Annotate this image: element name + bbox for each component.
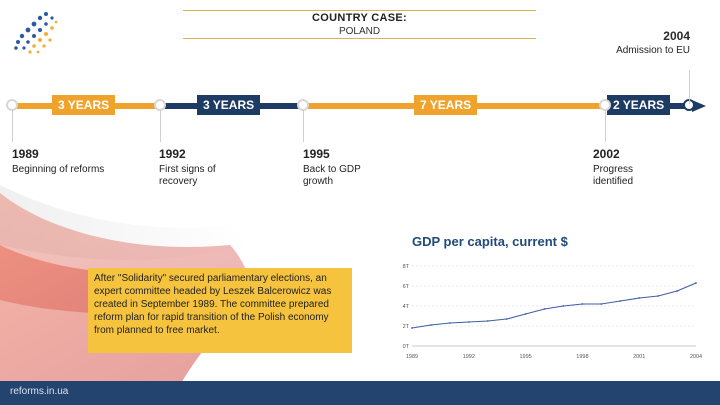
x-tick-label: 1992 [463,354,475,360]
x-tick-label: 1998 [576,354,588,360]
timeline-arrow-icon [692,100,706,112]
data-point [600,303,603,305]
timeline-tag-3: 7 YEARS [414,95,478,115]
data-point [657,295,660,297]
data-point [562,305,565,307]
data-point [486,320,489,322]
info-box: After "Solidarity" secured parliamentary… [88,268,352,353]
data-point [695,282,697,284]
title-rule-top [183,10,536,11]
data-point [467,321,470,323]
y-tick-label: 0T [403,344,410,350]
chart-title: GDP per capita, current $ [412,234,568,249]
milestone-year: 2004 [663,29,690,43]
event-label-1989: Beginning of reforms [12,164,105,175]
milestone-label: Admission to EU [616,45,690,56]
y-tick-label: 2T [403,324,410,330]
x-tick-label: 1989 [406,354,418,360]
data-point [524,313,527,315]
event-year-1995: 1995 [303,147,330,161]
data-point [430,324,432,326]
data-point [505,318,508,320]
data-point [638,297,641,299]
title-rule-bottom [183,38,536,39]
y-tick-label: 4T [403,304,410,310]
event-label-1995: Back to GDP growth [303,164,361,187]
event-year-2002: 2002 [593,147,620,161]
x-tick-label: 1995 [519,354,531,360]
y-tick-label: 6T [403,284,410,290]
title-text: COUNTRY CASE: [312,12,407,24]
timeline: 3 YEARS 3 YEARS 7 YEARS 2 YEARS [0,92,720,122]
x-tick-label: 2001 [633,354,645,360]
data-point [411,327,413,329]
timeline-tag-4: 2 YEARS [607,95,671,115]
series-line [411,282,697,329]
event-line-1992 [160,110,161,142]
event-year-1992: 1992 [159,147,186,161]
event-label-1992: First signs of recovery [159,164,216,187]
data-point [581,303,584,305]
data-point [543,308,546,310]
footer-bar: reforms.in.ua [0,381,720,405]
event-line-2002 [605,110,606,142]
data-point [676,290,678,292]
y-tick-label: 8T [403,264,410,270]
x-tick-label: 2004 [690,354,702,360]
gdp-chart: 0T 2T 4T 6T 8T 1989 1992 1995 1998 2001 2004 [403,264,703,360]
event-line-1995 [303,110,304,142]
event-line-1989 [12,110,13,142]
subtitle-text: POLAND [338,26,381,37]
timeline-tag-2: 3 YEARS [197,95,261,115]
logo-icon [14,12,58,54]
event-line-2004 [689,70,690,104]
timeline-tag-1: 3 YEARS [52,95,116,115]
data-point [448,322,451,324]
event-label-2002: Progress identified [593,164,634,187]
footer-text: reforms.in.ua [10,386,69,397]
event-year-1989: 1989 [12,147,39,161]
data-point [619,300,622,302]
